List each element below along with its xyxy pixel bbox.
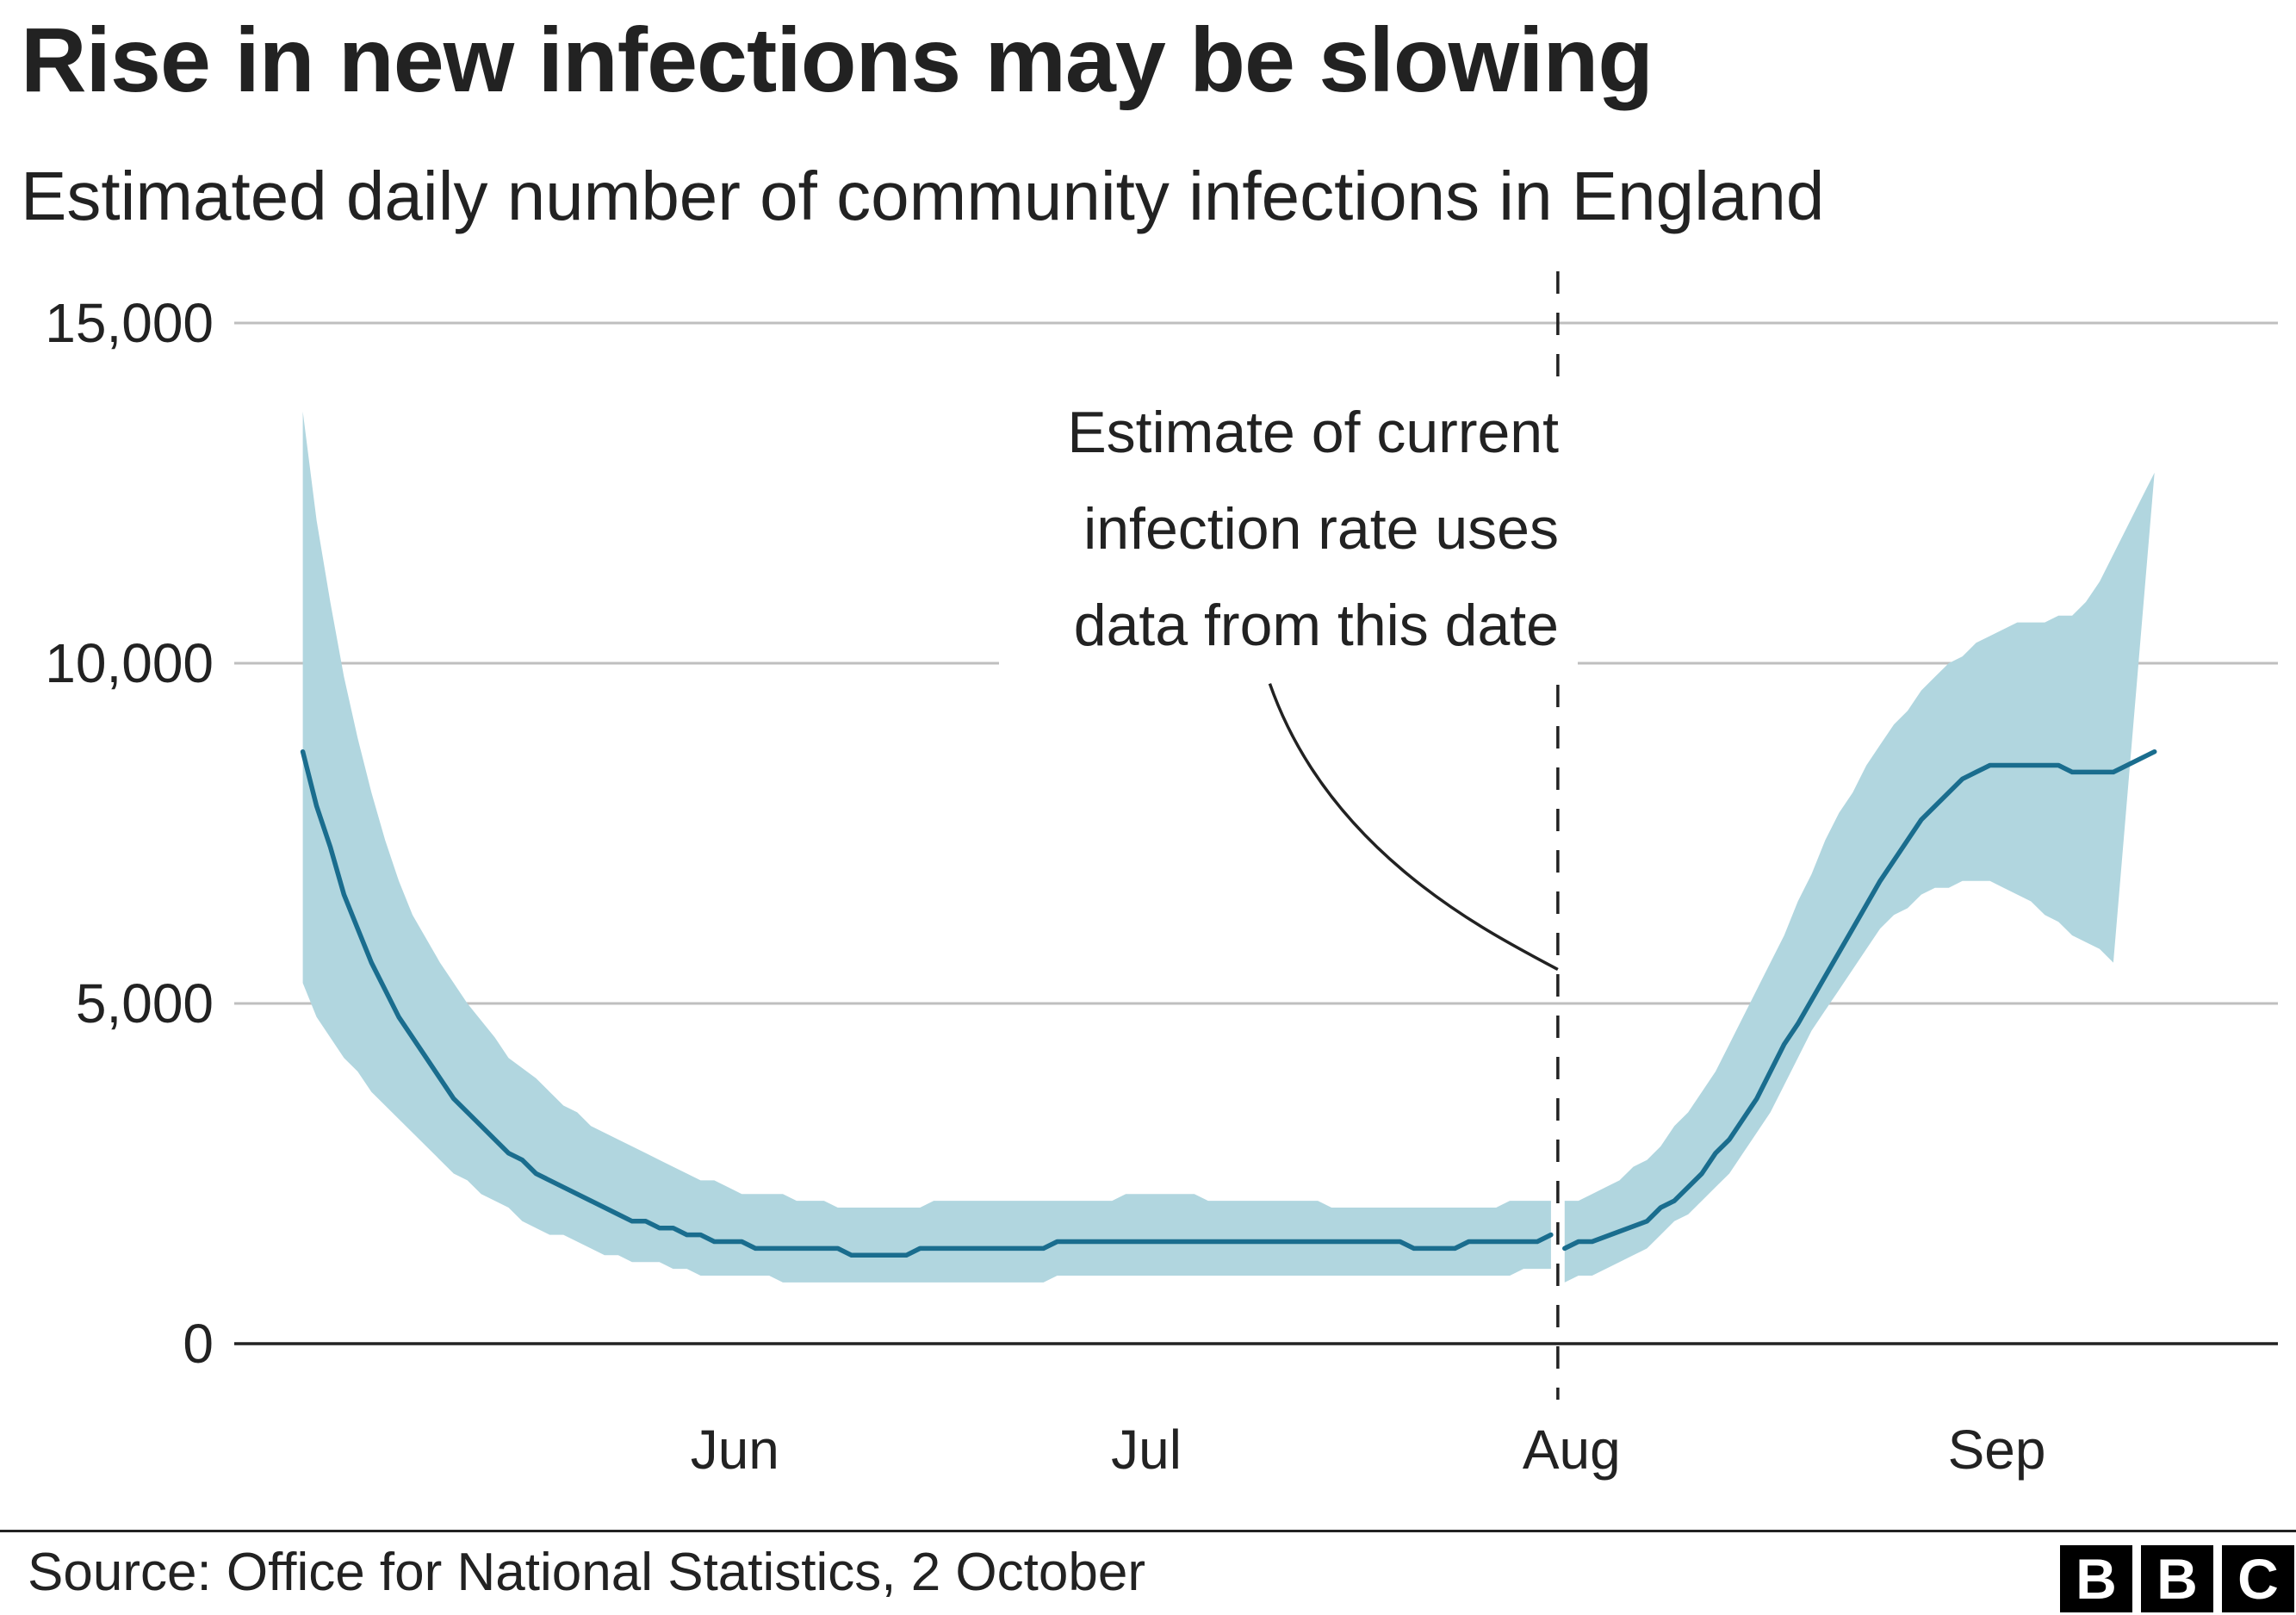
source-note: Source: Office for National Statistics, … — [28, 1543, 1145, 1602]
annotation-text-line-1: Estimate of current — [1067, 400, 1559, 465]
annotation: Estimate of current infection rate uses da… — [999, 379, 1578, 972]
annotation-text-line-2: infection rate uses — [1083, 496, 1559, 562]
line-chart: 0 5,000 10,000 15,000 Jun Jul Aug Sep Estimate … — [45, 271, 2278, 1481]
x-tick-label-sep: Sep — [1948, 1419, 2046, 1481]
y-tick-label-5000: 5,000 — [76, 972, 214, 1034]
y-tick-label-15000: 15,000 — [45, 292, 214, 354]
estimate-line-before — [300, 748, 1554, 1258]
y-tick-label-10000: 10,000 — [45, 632, 214, 694]
bbc-logo-letter-b2: B — [2141, 1545, 2213, 1612]
estimate-line-after — [1562, 748, 2157, 1252]
footer-divider — [0, 1530, 2296, 1532]
bbc-logo-letter-c: C — [2222, 1545, 2294, 1612]
confidence-band-after — [1564, 472, 2155, 1283]
chart-subtitle: Estimated daily number of community infe… — [21, 158, 1825, 234]
chart-title: Rise in new infections may be slowing — [21, 9, 1654, 111]
y-tick-label-0: 0 — [183, 1313, 214, 1375]
bbc-logo-letter-b1: B — [2060, 1545, 2132, 1612]
confidence-bands — [302, 411, 2155, 1283]
annotation-leader-line — [1268, 683, 1559, 972]
x-tick-label-jul: Jul — [1111, 1419, 1182, 1481]
annotation-text-line-3: data from this date — [1074, 593, 1559, 658]
x-tick-label-jun: Jun — [691, 1419, 779, 1481]
axes: 0 5,000 10,000 15,000 Jun Jul Aug Sep — [45, 271, 2278, 1481]
x-tick-label-aug: Aug — [1523, 1419, 1621, 1481]
annotation-background — [999, 379, 1578, 668]
